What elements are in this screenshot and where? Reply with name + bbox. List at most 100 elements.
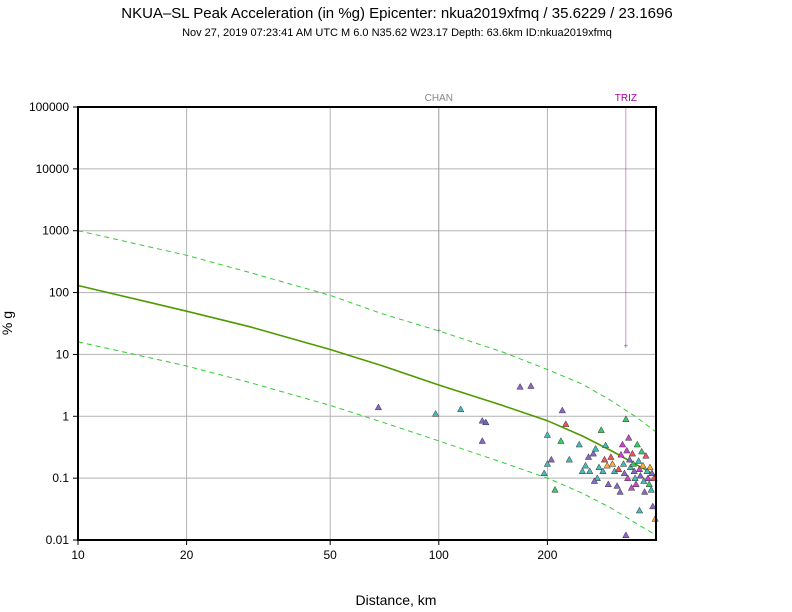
observation-triangle xyxy=(634,457,643,464)
observation-triangle xyxy=(562,420,570,427)
gmpe-lower-bound-line xyxy=(77,341,657,536)
observation-triangle xyxy=(640,488,649,495)
observation-triangle xyxy=(649,502,657,510)
observation-triangle xyxy=(639,461,647,469)
y-tick-label: 10000 xyxy=(36,162,70,176)
observation-triangle xyxy=(478,437,486,444)
observation-triangle xyxy=(589,449,597,457)
observation-triangle xyxy=(619,460,628,467)
gmpe-curves xyxy=(77,230,657,536)
observation-triangle xyxy=(636,471,645,479)
observation-triangle xyxy=(626,463,635,471)
y-tick-label: 100000 xyxy=(29,100,69,114)
station-marker: + xyxy=(436,326,441,335)
observation-triangle xyxy=(597,426,605,433)
observation-triangle xyxy=(558,406,566,414)
observation-triangle xyxy=(608,460,617,467)
observation-triangle xyxy=(631,474,639,481)
x-axis-ticks: 10 20 50 100 200 xyxy=(71,540,558,562)
observation-triangle xyxy=(575,440,583,448)
y-axis-label: % g xyxy=(0,311,15,335)
observation-triangle xyxy=(620,469,629,477)
plot-frame xyxy=(77,106,657,541)
observation-triangle xyxy=(543,460,552,467)
observation-triangle xyxy=(644,474,652,481)
observation-triangle xyxy=(646,463,654,471)
observation-triangle xyxy=(618,440,627,448)
observation-triangle xyxy=(557,437,565,444)
observation-triangle xyxy=(627,483,636,491)
observation-triangle xyxy=(629,460,637,467)
observation-triangle xyxy=(457,405,465,413)
observation-triangle xyxy=(599,467,607,474)
observation-triangle xyxy=(642,452,650,459)
observation-triangle xyxy=(616,488,624,495)
x-tick-label: 50 xyxy=(323,548,337,562)
y-tick-label: 10 xyxy=(56,347,70,361)
observation-triangle xyxy=(638,447,646,455)
observation-triangle xyxy=(590,477,599,484)
observation-triangle xyxy=(591,444,600,452)
observation-points xyxy=(374,382,659,538)
gmpe-median-line xyxy=(77,284,657,477)
observation-triangle xyxy=(647,485,655,493)
chart-subtitle: Nov 27, 2019 07:23:41 AM UTC M 6.0 N35.6… xyxy=(182,27,612,39)
observation-triangle xyxy=(593,474,601,481)
x-tick-label: 100 xyxy=(429,548,449,562)
observation-triangle xyxy=(551,485,559,493)
observation-triangle xyxy=(617,450,625,458)
gmpe-upper-bound-line xyxy=(77,230,657,433)
grid-lines xyxy=(78,107,656,540)
observation-triangle xyxy=(614,465,623,472)
x-tick-label: 20 xyxy=(180,548,194,562)
chart-title: NKUA–SL Peak Acceleration (in %g) Epicen… xyxy=(121,5,672,22)
y-tick-label: 1 xyxy=(62,409,69,423)
observation-triangle xyxy=(581,461,590,469)
observation-triangle xyxy=(622,531,630,538)
observation-triangle xyxy=(635,465,644,472)
observation-triangle xyxy=(632,480,640,487)
observation-triangle xyxy=(578,467,587,474)
observation-triangle xyxy=(527,382,535,389)
observation-triangle xyxy=(625,455,634,463)
x-tick-label: 10 xyxy=(71,548,85,562)
observation-triangle xyxy=(643,467,651,474)
y-tick-label: 0.1 xyxy=(52,471,69,485)
observation-triangle xyxy=(565,455,573,463)
observation-triangle xyxy=(584,453,593,460)
observation-triangle xyxy=(482,418,490,426)
observation-triangle xyxy=(613,482,621,489)
observation-triangle xyxy=(516,383,524,390)
observation-triangle xyxy=(586,467,594,474)
observation-triangle xyxy=(625,433,633,441)
observation-triangle xyxy=(648,469,656,477)
y-tick-label: 1000 xyxy=(42,224,69,238)
observation-triangle xyxy=(374,403,383,411)
observation-triangle xyxy=(547,455,555,463)
observation-triangle xyxy=(630,467,638,474)
observation-triangle xyxy=(604,480,612,487)
x-tick-label: 200 xyxy=(537,548,557,562)
observation-triangle xyxy=(595,463,603,471)
observation-triangle xyxy=(633,440,641,448)
y-tick-label: 100 xyxy=(49,286,69,300)
observation-triangle xyxy=(540,469,548,477)
observation-triangle xyxy=(431,409,440,417)
station-markers: CHAN + TRIZ + xyxy=(425,93,637,350)
station-label: TRIZ xyxy=(615,93,637,104)
observation-triangle xyxy=(478,416,486,424)
observation-triangle xyxy=(645,480,653,487)
observation-triangle xyxy=(603,461,611,469)
observation-triangle xyxy=(623,446,631,454)
observation-triangle xyxy=(601,441,610,449)
y-tick-label: 0.01 xyxy=(46,533,70,547)
observation-triangle xyxy=(628,449,637,457)
observation-triangle xyxy=(624,474,632,481)
station-marker: + xyxy=(624,341,629,350)
station-label: CHAN xyxy=(425,93,453,104)
observation-triangle xyxy=(622,415,630,422)
observation-triangle xyxy=(600,455,609,463)
observation-triangle xyxy=(635,506,644,514)
observation-triangle xyxy=(543,431,552,438)
